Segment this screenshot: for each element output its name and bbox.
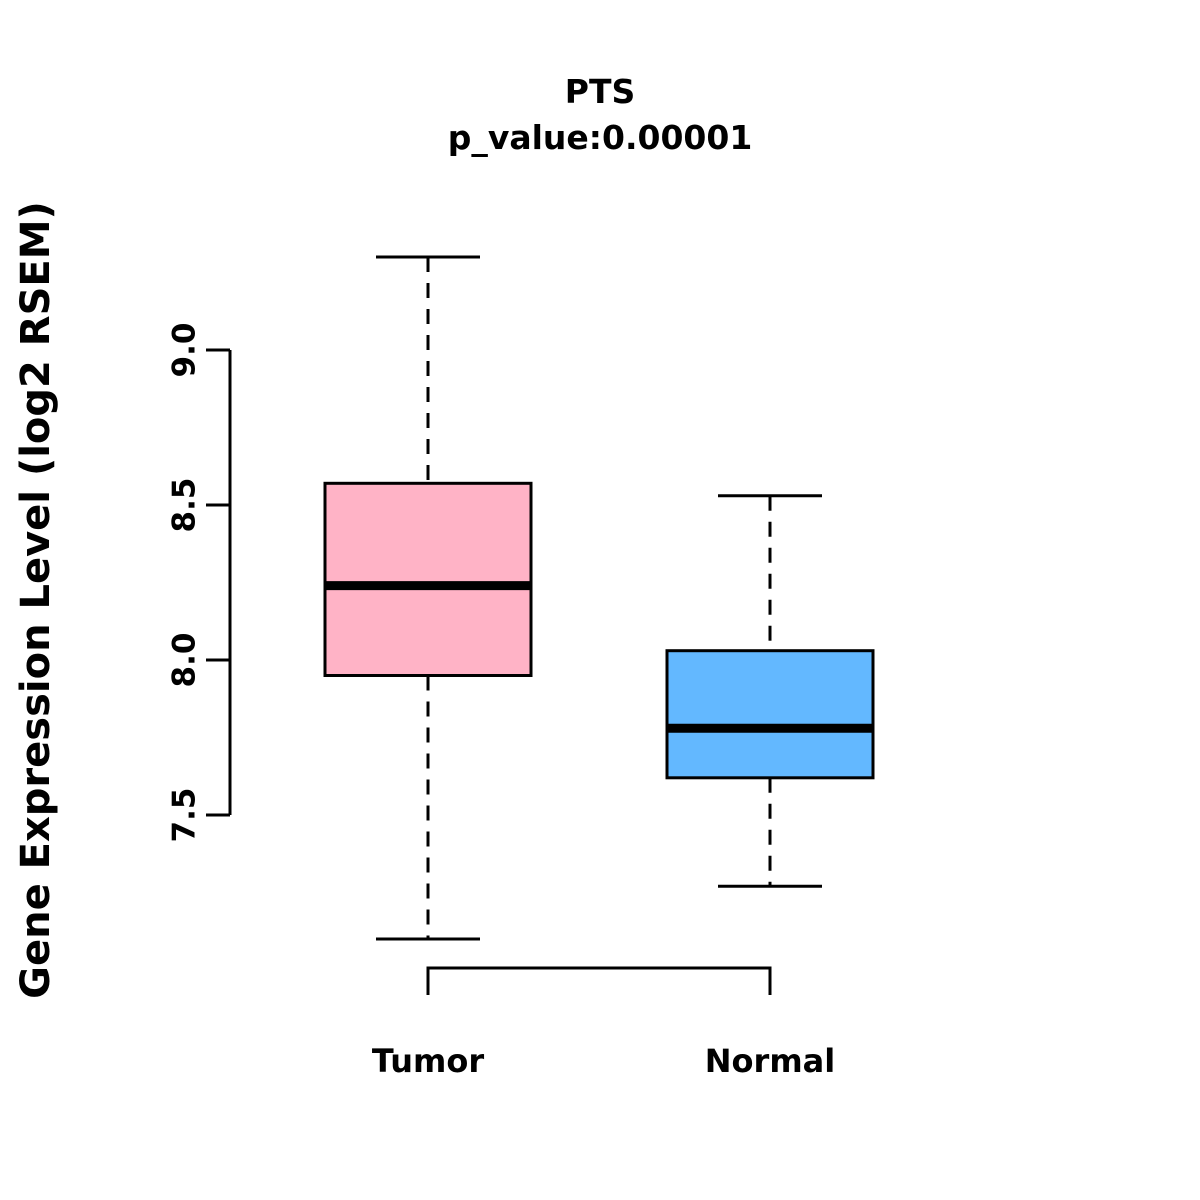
y-tick-label: 7.5 xyxy=(167,788,203,843)
y-tick-label: 9.0 xyxy=(167,323,203,378)
x-category-label-tumor: Tumor xyxy=(372,1042,484,1080)
y-tick-label: 8.0 xyxy=(167,633,203,688)
y-axis-label: Gene Expression Level (log2 RSEM) xyxy=(13,201,59,999)
tumor-box xyxy=(323,481,533,677)
chart-title: PTS xyxy=(564,72,636,111)
y-tick-label: 8.5 xyxy=(167,478,203,533)
x-category-label-normal: Normal xyxy=(705,1042,835,1080)
normal-box xyxy=(665,649,875,780)
chart-subtitle-pvalue: p_value:0.00001 xyxy=(447,118,753,157)
x-axis-bracket xyxy=(426,966,772,995)
